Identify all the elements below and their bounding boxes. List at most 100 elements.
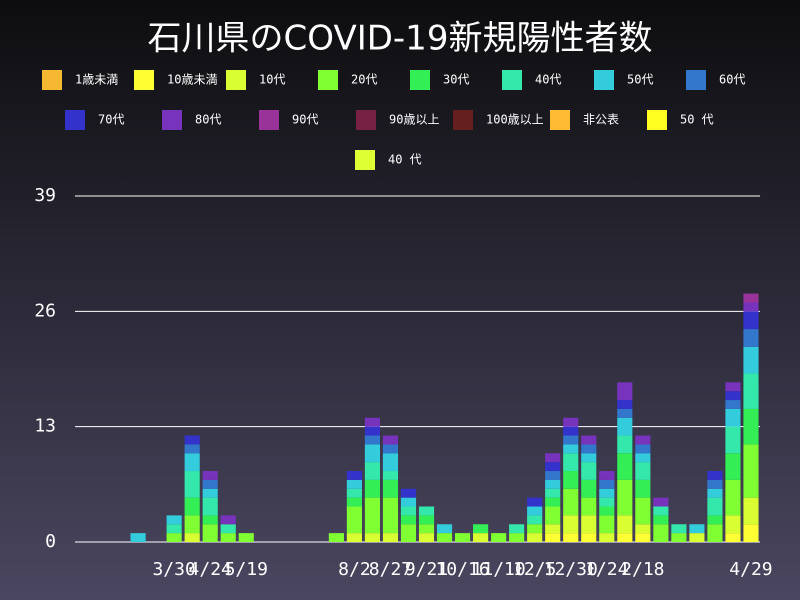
- bar-segment: [653, 515, 669, 525]
- legend-swatch: [42, 70, 62, 90]
- bar-segment: [563, 515, 579, 534]
- bar-segment: [545, 524, 561, 534]
- x-tick-label: 2/18: [621, 559, 664, 580]
- bar-segment: [400, 506, 417, 516]
- bar-segment: [202, 471, 218, 480]
- legend-swatch: [647, 110, 667, 130]
- legend-label: 10歳未満: [167, 73, 217, 87]
- legend-swatch: [226, 70, 246, 90]
- legend-swatch: [355, 150, 375, 170]
- bar-segment: [400, 488, 417, 498]
- legend-label: 50 代: [680, 113, 714, 127]
- bar-segment: [346, 471, 362, 480]
- bar-segment: [400, 524, 417, 542]
- bar-segment: [599, 515, 615, 534]
- bar-segment: [563, 488, 579, 516]
- legend-label: 20代: [351, 73, 377, 87]
- bar-segment: [563, 435, 579, 445]
- legend-swatch: [318, 70, 338, 90]
- bar-segment: [599, 488, 615, 498]
- bar-segment: [220, 524, 236, 534]
- bar-segment: [635, 444, 651, 454]
- bar-segment: [346, 479, 362, 489]
- bar-segment: [599, 506, 615, 516]
- bar-segment: [617, 479, 633, 516]
- bar-segment: [364, 417, 381, 427]
- bar-segment: [509, 524, 525, 534]
- legend-label: 40代: [535, 73, 561, 87]
- bar-segment: [581, 462, 597, 480]
- bar-segment: [635, 435, 651, 445]
- bar-segment: [184, 453, 200, 472]
- bar-segment: [509, 533, 525, 542]
- bar-segment: [545, 497, 561, 507]
- bar-segment: [382, 435, 399, 445]
- bar-segment: [635, 453, 651, 463]
- bar-segment: [202, 524, 218, 542]
- legend-swatch: [65, 110, 85, 130]
- x-tick-label: 11/10: [472, 559, 526, 580]
- bar-segment: [166, 533, 182, 542]
- bar-segment: [527, 497, 543, 507]
- bar-segment: [599, 471, 615, 480]
- bar-segment: [581, 533, 597, 542]
- legend-swatch: [162, 110, 182, 130]
- x-tick-label: 9/21: [405, 559, 448, 580]
- bar-segment: [635, 524, 651, 534]
- legend-swatch: [134, 70, 154, 90]
- bar-segment: [743, 408, 759, 445]
- bar-segment: [581, 435, 597, 445]
- bar-segment: [400, 515, 417, 525]
- bar-segment: [671, 524, 687, 534]
- bar-segment: [400, 497, 417, 507]
- bar-segment: [184, 444, 200, 454]
- bar-segment: [527, 515, 543, 525]
- bar-segment: [364, 533, 381, 542]
- bar-segment: [545, 471, 561, 480]
- legend-swatch: [356, 110, 376, 130]
- legend-label: 90代: [292, 113, 318, 127]
- bar-segment: [473, 524, 489, 534]
- bar-segment: [581, 497, 597, 516]
- legend-label: 非公表: [583, 113, 619, 127]
- bar-segment: [707, 479, 723, 489]
- bar-segment: [725, 479, 741, 516]
- bar-segment: [418, 515, 435, 525]
- legend-label: 70代: [98, 113, 124, 127]
- legend-label: 10代: [259, 73, 285, 87]
- bar-segment: [202, 515, 218, 525]
- x-tick-label: 4/29: [729, 559, 772, 580]
- bar-segment: [617, 408, 633, 418]
- bar-segment: [364, 426, 381, 436]
- bar-segment: [436, 533, 453, 542]
- bar-segment: [617, 382, 633, 401]
- legend-label: 60代: [719, 73, 745, 87]
- bar-segment: [202, 488, 218, 498]
- x-tick-label: 5/19: [225, 559, 268, 580]
- bar-segment: [743, 524, 759, 542]
- bar-segment: [743, 497, 759, 525]
- legend-label: 30代: [443, 73, 469, 87]
- bar-segment: [563, 533, 579, 542]
- bar-segment: [707, 497, 723, 516]
- bar-segment: [545, 479, 561, 489]
- bar-segment: [743, 311, 759, 330]
- bar-segment: [364, 435, 381, 445]
- legend-label: 100歳以上: [486, 113, 544, 127]
- x-tick-label: 12/30: [544, 559, 598, 580]
- bar-segment: [382, 453, 399, 472]
- bar-segment: [581, 453, 597, 463]
- x-tick-label: 8/27: [369, 559, 412, 580]
- legend-label: 90歳以上: [389, 113, 439, 127]
- x-tick-label: 12/5: [513, 559, 556, 580]
- bar-segment: [635, 533, 651, 542]
- bar-segment: [653, 524, 669, 542]
- legend-swatch: [453, 110, 473, 130]
- bar-segment: [635, 462, 651, 480]
- bar-segment: [364, 462, 381, 480]
- bar-segment: [202, 479, 218, 489]
- bar-segment: [545, 453, 561, 463]
- bar-segment: [725, 400, 741, 409]
- bar-segment: [364, 479, 381, 498]
- x-tick-label: 10/16: [435, 559, 489, 580]
